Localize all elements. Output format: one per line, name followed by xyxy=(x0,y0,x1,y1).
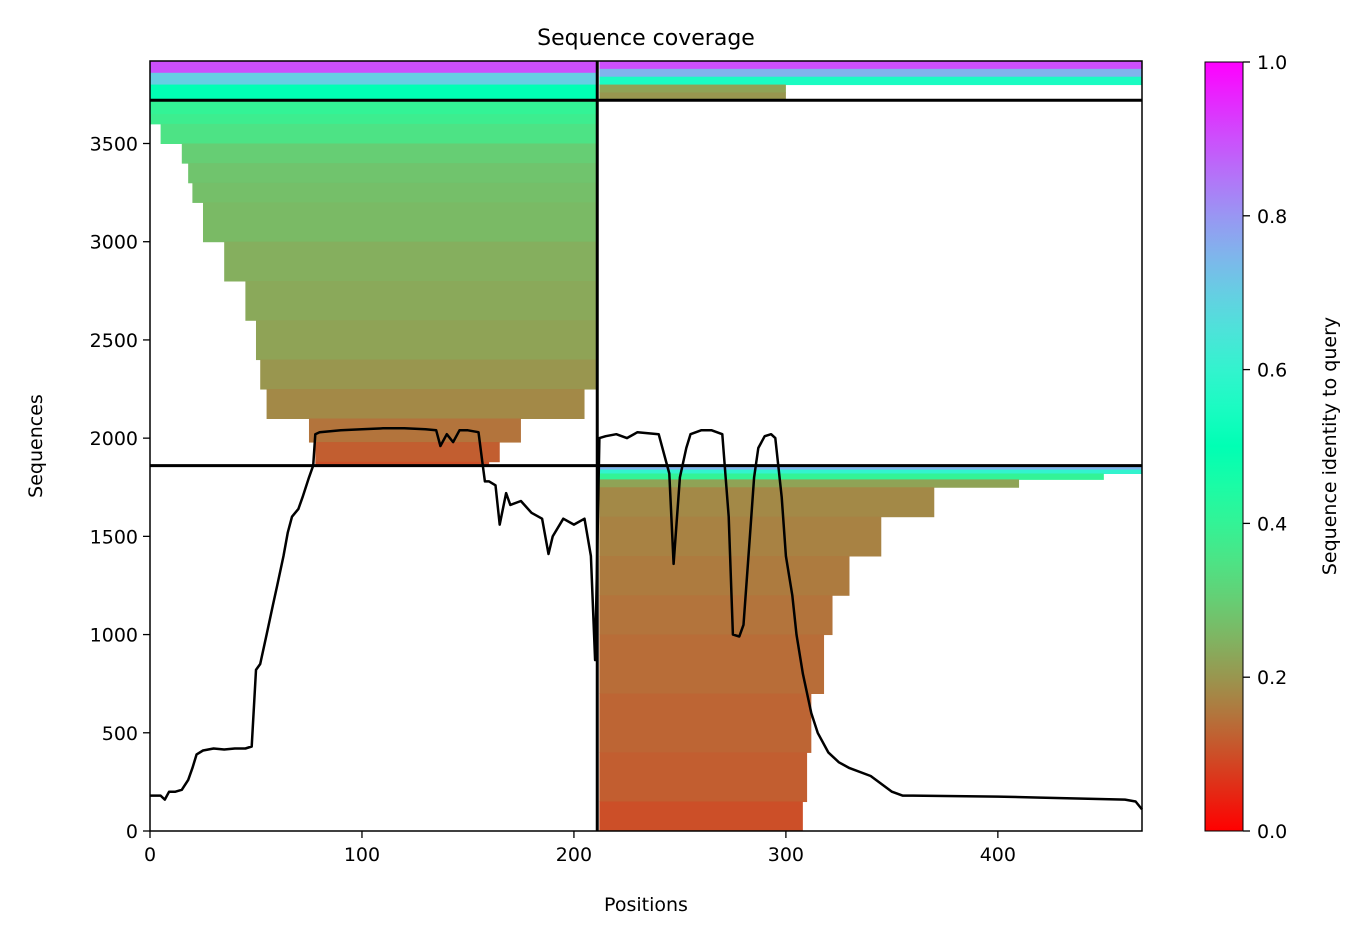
coverage-row xyxy=(150,114,598,125)
plot-frame xyxy=(149,60,1143,832)
coverage-row xyxy=(260,359,598,390)
colorbar-tick-label: 0.6 xyxy=(1257,360,1287,382)
colorbar-tick-label: 0.2 xyxy=(1257,667,1287,689)
colorbar-tick-label: 0.4 xyxy=(1257,513,1287,535)
y-tick-label: 2500 xyxy=(90,330,138,352)
coverage-line-group xyxy=(150,427,1143,811)
coverage-row xyxy=(150,61,598,74)
y-tick-label: 500 xyxy=(102,723,138,745)
coverage-row xyxy=(599,469,1142,474)
coverage-row xyxy=(245,281,598,321)
colorbar-tick-label: 0.8 xyxy=(1257,206,1287,228)
colorbar xyxy=(1204,61,1244,832)
x-axis-label: Positions xyxy=(604,894,688,916)
coverage-row xyxy=(599,634,825,694)
colorbar-label: Sequence identity to query xyxy=(1319,317,1341,575)
y-tick-label: 3000 xyxy=(90,232,138,254)
x-tick-label: 200 xyxy=(556,844,592,866)
x-tick-label: 0 xyxy=(144,844,156,866)
coverage-row xyxy=(599,479,1020,488)
coverage-line xyxy=(150,427,1143,811)
y-tick-label: 0 xyxy=(126,821,138,843)
chart-title: Sequence coverage xyxy=(537,26,755,51)
coverage-row xyxy=(160,123,598,144)
x-tick-label: 400 xyxy=(980,844,1016,866)
coverage-row xyxy=(181,143,598,164)
coverage-row xyxy=(599,556,850,596)
coverage-row xyxy=(599,752,808,803)
y-axis-ticks: 0 500 1000 1500 2000 2500 3000 3500 xyxy=(90,134,150,843)
coverage-row xyxy=(266,389,585,419)
coverage-block-2 xyxy=(599,465,1142,831)
coverage-row xyxy=(599,92,786,101)
y-axis-label: Sequences xyxy=(25,394,47,498)
y-tick-label: 1500 xyxy=(90,526,138,548)
coverage-row xyxy=(224,241,598,282)
coverage-row xyxy=(599,68,1142,78)
x-tick-label: 300 xyxy=(768,844,804,866)
coverage-row xyxy=(202,202,598,243)
colorbar-ticks: 0.0 0.2 0.4 0.6 0.8 1.0 xyxy=(1243,52,1287,843)
y-tick-label: 1000 xyxy=(90,625,138,647)
coverage-row xyxy=(599,693,812,753)
coverage-row xyxy=(599,61,1142,70)
colorbar-tick-label: 1.0 xyxy=(1257,52,1287,74)
coverage-row xyxy=(599,465,1142,471)
coverage-row xyxy=(150,100,598,115)
coverage-row xyxy=(599,487,935,518)
coverage-row xyxy=(599,595,833,636)
coverage-row xyxy=(150,84,598,101)
coverage-row xyxy=(599,84,786,93)
coverage-row xyxy=(150,72,598,86)
coverage-row xyxy=(599,76,1142,86)
x-tick-label: 100 xyxy=(344,844,380,866)
coverage-row xyxy=(188,163,598,184)
coverage-row xyxy=(599,473,1104,480)
coverage-block-1 xyxy=(150,61,598,467)
coverage-row xyxy=(255,320,598,361)
coverage-row xyxy=(599,516,882,557)
coverage-row xyxy=(599,801,803,831)
y-tick-label: 2000 xyxy=(90,428,138,450)
y-tick-label: 3500 xyxy=(90,134,138,156)
coverage-block-3 xyxy=(599,61,1142,101)
coverage-row xyxy=(315,461,490,467)
coverage-row xyxy=(315,442,500,463)
plot-area xyxy=(150,61,1142,831)
divider-lines xyxy=(150,61,1142,831)
colorbar-tick-label: 0.0 xyxy=(1257,821,1287,843)
x-axis-ticks: 0 100 200 300 400 xyxy=(144,831,1016,866)
coverage-row xyxy=(192,182,598,203)
